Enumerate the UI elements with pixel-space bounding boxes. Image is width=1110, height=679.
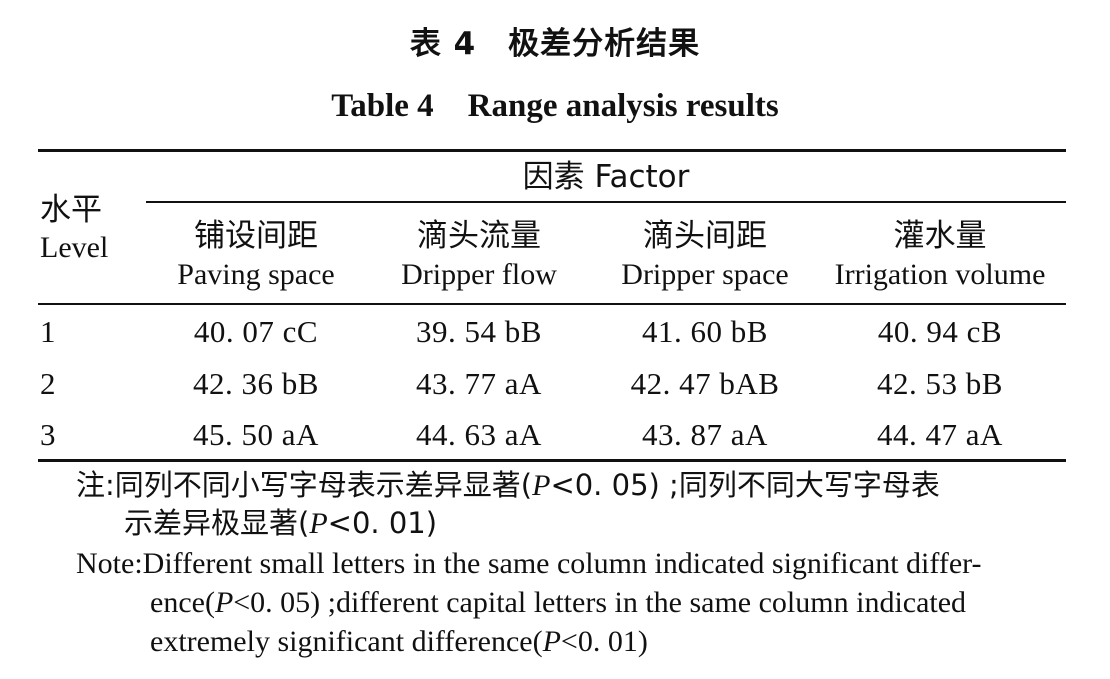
table-cell: 42. 53 bB	[877, 366, 1003, 401]
column-header-en-paving: Paving space	[177, 258, 335, 291]
table-cell: 41. 60 bB	[642, 314, 768, 349]
note-en-line-1: Note:Different small letters in the same…	[76, 547, 982, 580]
column-header-en-irrigation: Irrigation volume	[834, 258, 1046, 291]
table-caption-en: Table 4 Range analysis results	[0, 84, 1110, 128]
column-header-en-dripper-space: Dripper space	[621, 258, 789, 291]
column-header-cn-paving: 铺设间距	[194, 218, 318, 254]
table-caption-cn: 表 4 极差分析结果	[409, 26, 701, 62]
table-caption-en-title: Range analysis results	[467, 88, 779, 124]
note-en-line-3: extremely significant difference(P<0. 01…	[150, 625, 648, 658]
table-cell: 43. 77 aA	[416, 366, 542, 401]
table-cell: 44. 47 aA	[877, 417, 1003, 452]
factor-header: 因素 Factor	[146, 157, 1066, 197]
table-bottom-rule	[38, 459, 1066, 462]
note-cn-line-1: 注:同列不同小写字母表示差异显著(P<0. 05) ;同列不同大写字母表	[76, 468, 940, 502]
table-cell: 40. 07 cC	[193, 314, 319, 349]
column-header-cn-dripper-space: 滴头间距	[643, 218, 767, 254]
factor-header-label: 因素 Factor	[522, 159, 690, 195]
table-cell: 43. 87 aA	[642, 417, 768, 452]
factor-underline-rule	[146, 201, 1066, 203]
table-cell: 40. 94 cB	[877, 314, 1003, 349]
table-cell: 42. 36 bB	[193, 366, 319, 401]
table-cell: 42. 47 bAB	[630, 366, 780, 401]
table-cell: 44. 63 aA	[416, 417, 542, 452]
table-row-level: 1	[40, 314, 56, 349]
table-cell: 39. 54 bB	[416, 314, 542, 349]
table-top-rule	[38, 149, 1066, 152]
note-cn-label: 注:	[76, 468, 115, 502]
table-row-level: 2	[40, 366, 56, 401]
column-header-cn-dripper-flow: 滴头流量	[417, 218, 541, 254]
column-header-en-dripper-flow: Dripper flow	[401, 258, 557, 291]
table-caption-en-label: Table 4	[331, 88, 434, 124]
table-row-level: 3	[40, 417, 56, 452]
note-cn-line-2: 示差异极显著(P<0. 01)	[124, 506, 438, 540]
table-cell: 45. 50 aA	[193, 417, 319, 452]
header-bottom-rule	[38, 303, 1066, 305]
level-header-cn: 水平	[40, 192, 102, 228]
note-en-line-2: ence(P<0. 05) ;different capital letters…	[150, 586, 967, 619]
level-header-en: Level	[40, 231, 109, 264]
column-header-cn-irrigation: 灌水量	[893, 218, 987, 254]
note-en-label: Note:	[76, 547, 143, 580]
